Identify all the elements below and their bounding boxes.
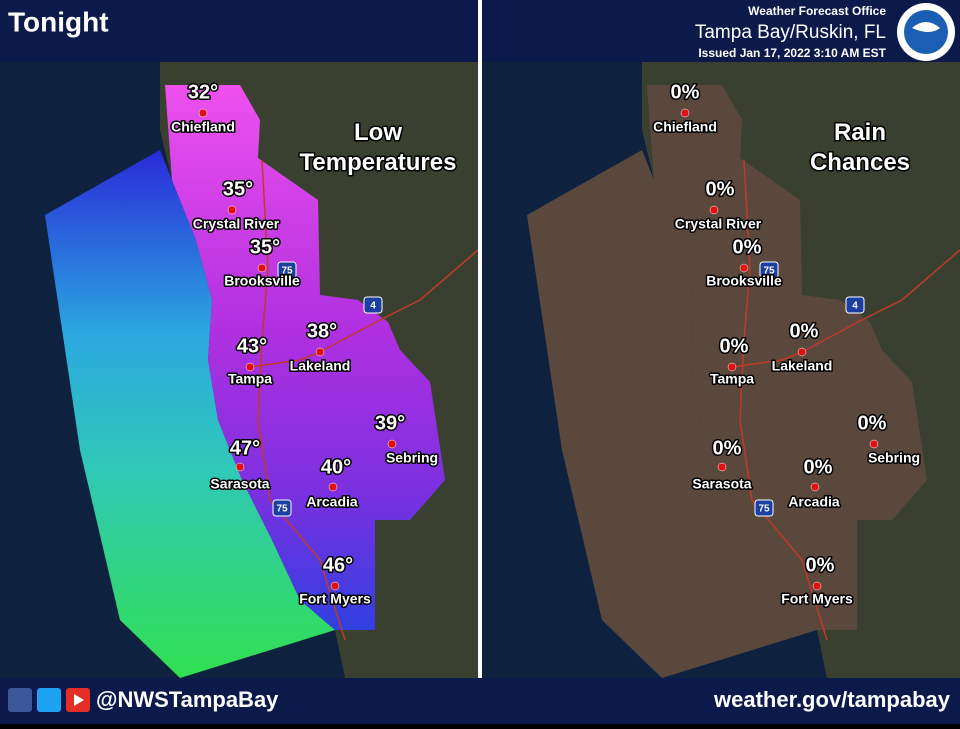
city-name: Fort Myers [781,591,853,607]
city-value: 0% [720,335,749,357]
city-dot [330,581,340,591]
map-panel: Low Temperatures 75 4 75 32° Chiefland 35° Cryst… [0,62,478,678]
city-value: 46° [323,554,353,576]
city-dot [739,263,749,273]
city-value: 43° [237,335,267,357]
city-dot [812,581,822,591]
footer-bar [0,678,960,724]
interstate-shield [277,261,297,279]
interstate-shield [754,499,774,517]
city-name: Tampa [228,371,272,387]
city-name: Lakeland [290,358,351,374]
city-name: Chiefland [653,119,717,135]
city-dot [810,482,820,492]
interstate-shield [272,499,292,517]
city-value: 0% [733,236,762,258]
city-dot [245,362,255,372]
office: Weather Forecast Office [748,4,886,18]
city-value: 35° [223,178,253,200]
city-dot [680,108,690,118]
city-value: 0% [806,554,835,576]
city-value: 38° [307,320,337,342]
city-name: Brooksville [224,273,300,289]
title: Tonight [8,6,109,37]
city-value: 35° [250,236,280,258]
interstate-shield [845,296,865,314]
city-value: 0% [858,412,887,434]
interstate-label: 4 [370,301,376,312]
city-dot [727,362,737,372]
city-name: Crystal River [675,216,762,232]
interstate-label: 75 [763,266,775,277]
highway [257,159,346,641]
city-value: 0% [706,178,735,200]
gulf-shading [45,150,335,678]
city-name: Lakeland [772,358,833,374]
city-name: Arcadia [788,494,840,510]
city-name: Chiefland [171,119,235,135]
highway [739,159,828,641]
website: weather.gov/tampabay [713,687,951,712]
city-dot [797,347,807,357]
highway [249,249,478,368]
city-value: 47° [230,437,260,459]
city-value: 0% [804,456,833,478]
city-dot [235,462,245,472]
interstate-label: 4 [852,301,858,312]
city-name: Sebring [868,450,920,466]
city-value: 0% [713,437,742,459]
city-value: 32° [188,81,218,103]
forecast-area [527,150,817,678]
city-dot [709,205,719,215]
interstate-label: 75 [281,266,293,277]
city-name: Fort Myers [299,591,371,607]
city-name: Sarasota [692,476,751,492]
nws-logo [897,3,955,61]
city-name: Arcadia [306,494,358,510]
city-dot [227,205,237,215]
city-dot [328,482,338,492]
social-icons [8,688,90,712]
interstate-shield [363,296,383,314]
city-name: Sebring [386,450,438,466]
map-title: Low Temperatures [300,119,457,176]
interstate-label: 75 [758,504,770,515]
issued: Issued Jan 17, 2022 3:10 AM EST [698,46,886,60]
city-dot [257,263,267,273]
divider [478,0,482,678]
city-dot [198,108,208,118]
city-value: 0% [671,81,700,103]
city-value: 39° [375,412,405,434]
city-name: Crystal River [193,216,280,232]
interstate-label: 75 [276,504,288,515]
interstate-shield [759,261,779,279]
city-dot [387,439,397,449]
city-value: 40° [321,456,351,478]
social-handle: @NWSTampaBay [96,687,279,712]
city-name: Tampa [710,371,754,387]
city-name: Brooksville [706,273,782,289]
location: Tampa Bay/Ruskin, FL [695,22,886,43]
city-name: Sarasota [210,476,269,492]
city-dot [315,347,325,357]
map-title: Rain Chances [810,119,910,176]
highway [731,249,960,368]
city-dot [869,439,879,449]
city-value: 0% [790,320,819,342]
city-dot [717,462,727,472]
